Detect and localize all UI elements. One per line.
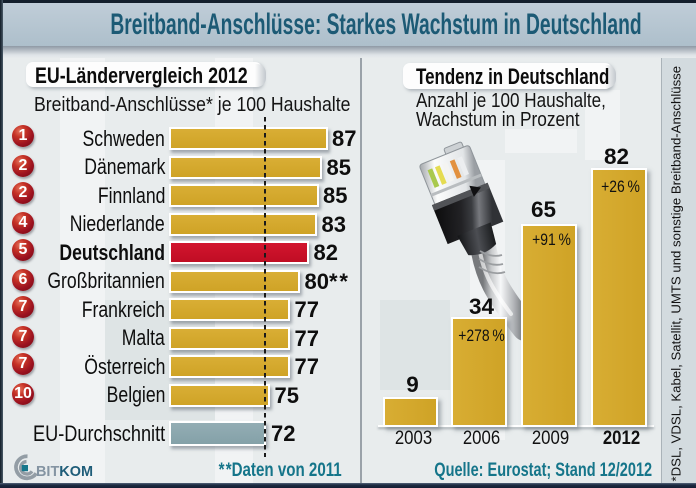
svg-text:BITKOM: BITKOM bbox=[36, 464, 93, 480]
